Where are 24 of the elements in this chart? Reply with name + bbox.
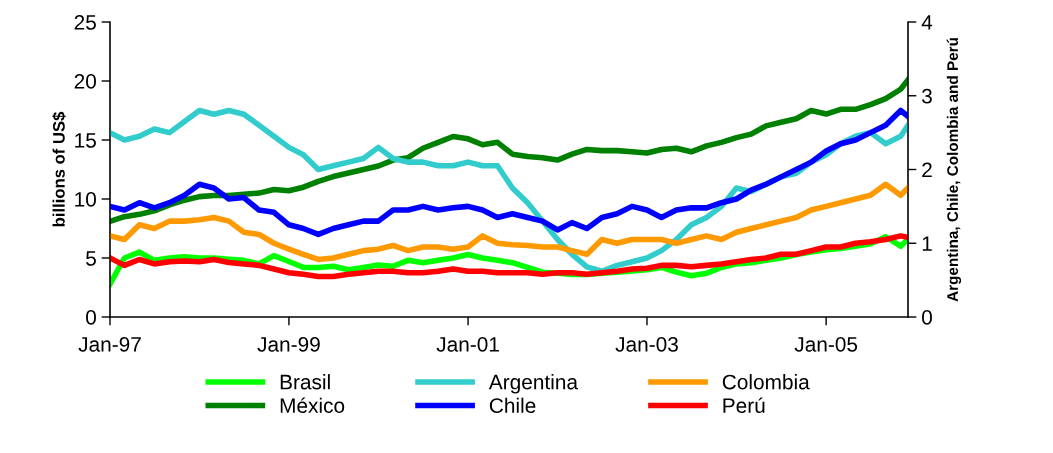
legend-label: México [280, 397, 345, 413]
y-tick-label: 5 [86, 251, 96, 266]
y-axis-title: billions of US$ [52, 111, 66, 227]
y2-tick-label: 4 [921, 15, 933, 30]
legend-label: Chile [489, 397, 536, 413]
x-tick-label: Jan-05 [794, 336, 858, 352]
y-tick-label: 10 [75, 192, 96, 207]
y2-tick-label: 1 [922, 236, 932, 251]
legend-label: Colombia [722, 374, 810, 390]
y2-tick-label: 3 [921, 88, 932, 104]
y2-axis-title: Argentina, Chile, Colombia and Perú [946, 38, 962, 302]
y2-tick-label: 0 [922, 310, 932, 325]
y2-tick-label: 2 [922, 162, 932, 178]
legend-label: Perú [723, 397, 765, 413]
x-tick-label: Jan-03 [615, 336, 678, 352]
legend-label: Argentina [488, 374, 578, 394]
x-tick-label: Jan-01 [436, 336, 499, 352]
x-tick-label: Jan-97 [78, 336, 141, 352]
y-tick-label: 15 [75, 133, 96, 148]
legend-label: Brasil [280, 374, 330, 390]
x-tick-label: Jan-99 [257, 336, 320, 352]
y-tick-label: 25 [74, 15, 96, 30]
y-tick-label: 0 [86, 310, 96, 325]
y-tick-label: 20 [74, 74, 96, 89]
